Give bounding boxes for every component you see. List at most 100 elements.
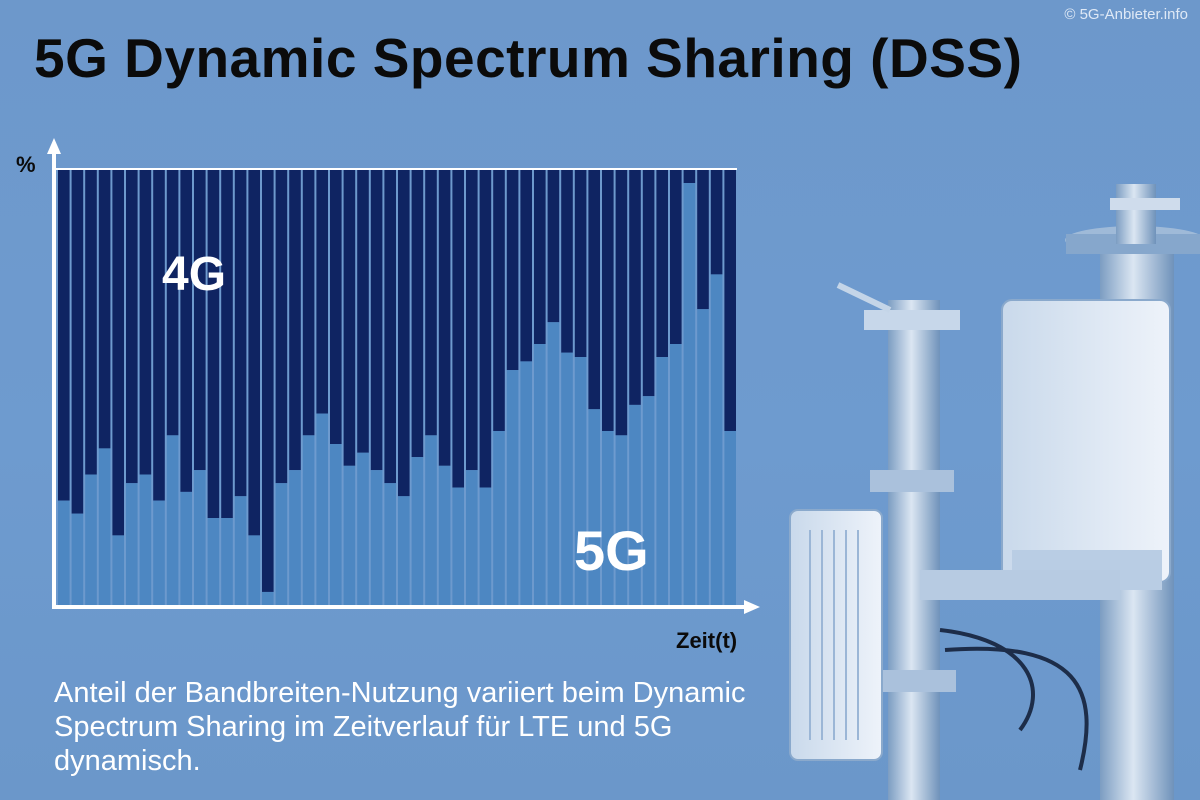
bar-5g-2 (85, 474, 97, 605)
bar-5g-33 (506, 370, 519, 605)
bar-5g-30 (466, 470, 478, 605)
y-axis-arrow (47, 138, 61, 154)
bar-4g-46 (683, 170, 696, 184)
page-title: 5G Dynamic Spectrum Sharing (DSS) (34, 27, 1023, 89)
bar-5g-40 (602, 431, 614, 605)
bar-4g-28 (438, 170, 451, 466)
x-axis-label: Zeit(t) (676, 628, 737, 653)
bar-4g-7 (153, 170, 165, 501)
bar-5g-48 (710, 274, 723, 605)
bar-5g-36 (547, 322, 560, 605)
bar-5g-14 (248, 535, 260, 605)
bar-4g-21 (343, 170, 356, 466)
antenna-panel-large (1001, 299, 1171, 590)
bar-4g-6 (139, 170, 152, 475)
bar-4g-26 (411, 170, 424, 458)
bar-5g-46 (683, 183, 696, 606)
bar-5g-37 (561, 352, 573, 605)
bar-4g-11 (207, 170, 220, 518)
bar-4g-40 (602, 170, 614, 431)
bar-5g-34 (520, 361, 532, 605)
bar-4g-23 (370, 170, 383, 471)
legend-label-4g: 4G (162, 248, 226, 301)
bar-5g-15 (262, 591, 274, 605)
bar-4g-34 (520, 170, 532, 362)
bar-5g-17 (289, 470, 301, 605)
bar-5g-23 (370, 470, 383, 605)
bar-4g-1 (71, 170, 84, 514)
bar-4g-30 (466, 170, 478, 471)
bar-4g-15 (262, 170, 274, 592)
bar-5g-19 (316, 413, 328, 605)
bar-5g-3 (98, 448, 111, 605)
bar-4g-31 (479, 170, 492, 488)
bar-4g-14 (248, 170, 260, 536)
x-axis-arrow (744, 600, 760, 614)
bar-5g-20 (330, 444, 342, 605)
bar-4g-43 (642, 170, 655, 397)
bar-5g-9 (180, 491, 192, 605)
bar-4g-9 (180, 170, 192, 492)
bar-4g-18 (302, 170, 315, 436)
bar-4g-5 (126, 170, 138, 484)
bar-4g-33 (506, 170, 519, 371)
bar-5g-10 (194, 470, 206, 605)
bar-4g-25 (398, 170, 410, 497)
bar-4g-36 (547, 170, 560, 323)
bar-5g-45 (670, 344, 682, 605)
bar-group (58, 170, 736, 606)
bar-4g-24 (384, 170, 396, 484)
bar-4g-41 (615, 170, 628, 436)
bar-5g-27 (425, 435, 437, 605)
bar-5g-21 (343, 465, 356, 605)
cell-tower-photo (789, 184, 1200, 800)
bar-5g-6 (139, 474, 152, 605)
bar-4g-10 (194, 170, 206, 471)
bar-5g-26 (411, 457, 424, 605)
bar-4g-42 (629, 170, 641, 405)
bar-4g-39 (588, 170, 600, 410)
y-axis-label: % (16, 152, 36, 177)
dss-stacked-bar-chart: % Zeit(t) 4G 5G (16, 138, 760, 653)
crossbar (920, 570, 1120, 600)
bar-5g-42 (629, 404, 641, 605)
bar-4g-3 (98, 170, 111, 449)
bar-4g-48 (710, 170, 723, 275)
antenna-panel-small (789, 509, 883, 761)
bar-4g-13 (234, 170, 247, 497)
bar-5g-22 (357, 452, 369, 605)
copyright-notice: © 5G-Anbieter.info (1064, 6, 1188, 23)
bar-5g-8 (166, 435, 179, 605)
bar-4g-47 (697, 170, 709, 310)
bar-4g-38 (574, 170, 587, 358)
bar-5g-24 (384, 483, 396, 605)
bar-5g-32 (493, 431, 505, 605)
bar-4g-37 (561, 170, 573, 353)
bar-4g-29 (452, 170, 464, 488)
bar-4g-44 (656, 170, 668, 358)
bar-4g-16 (275, 170, 288, 484)
bar-5g-29 (452, 487, 464, 605)
bar-4g-32 (493, 170, 505, 431)
bar-5g-25 (398, 496, 410, 605)
bar-4g-27 (425, 170, 437, 436)
bar-5g-43 (642, 396, 655, 605)
bar-5g-7 (153, 500, 165, 605)
bar-5g-31 (479, 487, 492, 605)
bar-5g-41 (615, 435, 628, 605)
bar-5g-1 (71, 513, 84, 605)
bar-5g-39 (588, 409, 600, 605)
bar-4g-19 (316, 170, 328, 414)
bar-5g-5 (126, 483, 138, 605)
front-pole (836, 282, 960, 800)
bar-5g-28 (438, 465, 451, 605)
bar-5g-18 (302, 435, 315, 605)
bar-4g-8 (166, 170, 179, 436)
legend-label-5g: 5G (574, 519, 649, 582)
cables (939, 628, 1089, 771)
bar-4g-4 (112, 170, 124, 536)
bar-5g-38 (574, 357, 587, 605)
bar-5g-35 (534, 344, 546, 605)
bar-4g-49 (724, 170, 736, 431)
bar-5g-0 (58, 500, 70, 605)
